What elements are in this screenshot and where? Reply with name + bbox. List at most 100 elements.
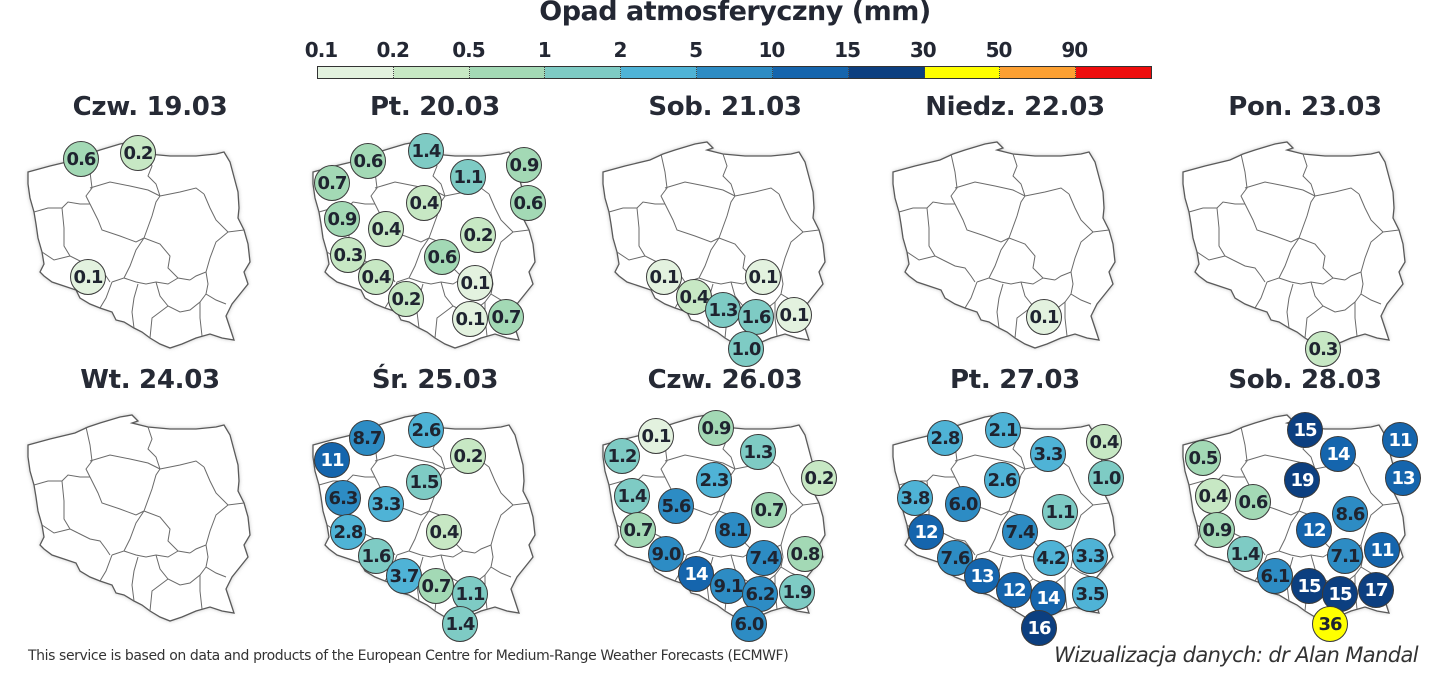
precip-value-marker: 1.4 (408, 133, 444, 169)
legend-tick-label: 2 (613, 38, 627, 62)
precip-value-marker: 12 (908, 514, 944, 550)
precip-value-marker: 0.1 (70, 259, 106, 295)
precip-value-marker: 8.6 (1332, 496, 1368, 532)
legend-color-bar (317, 66, 1152, 79)
precip-value-marker: 0.1 (452, 301, 488, 337)
precip-value-marker: 0.2 (801, 460, 837, 496)
precip-value-marker: 0.7 (488, 299, 524, 335)
precip-value-marker: 14 (1320, 436, 1356, 472)
precip-value-marker: 0.7 (418, 568, 454, 604)
precip-value-marker: 14 (678, 556, 714, 592)
precip-value-marker: 0.4 (1195, 478, 1231, 514)
precip-value-marker: 19 (1284, 462, 1320, 498)
legend-tick-label: 5 (689, 38, 703, 62)
precip-value-marker: 6.0 (945, 486, 981, 522)
precip-value-marker: 11 (1382, 422, 1418, 458)
legend-tick-label: 30 (909, 38, 937, 62)
legend-tick-label: 0.2 (376, 38, 410, 62)
precip-value-marker: 0.7 (620, 512, 656, 548)
precip-value-marker: 0.9 (1199, 512, 1235, 548)
precip-value-marker: 0.8 (787, 536, 823, 572)
poland-map (27, 414, 251, 622)
panel-date-title: Czw. 19.03 (72, 92, 228, 122)
forecast-panel: Śr. 25.03 8.7 2.6 11 0.2 1.5 6.3 3.3 2.8 0.4 1.6 3… (300, 365, 570, 642)
precip-value-marker: 0.1 (638, 418, 674, 454)
precip-value-marker: 0.9 (698, 410, 734, 446)
precip-value-marker: 0.4 (1086, 424, 1122, 460)
precip-value-marker: 6.0 (731, 606, 767, 642)
forecast-panel: Pon. 23.03 0.3 (1170, 92, 1440, 367)
precip-value-marker: 1.3 (705, 292, 741, 328)
precip-value-marker: 0.4 (358, 259, 394, 295)
legend-swatch (1076, 67, 1151, 78)
precip-value-marker: 0.9 (324, 201, 360, 237)
precip-value-marker: 0.4 (368, 211, 404, 247)
precip-value-marker: 13 (1385, 460, 1421, 496)
legend-tick-label: 1 (537, 38, 552, 62)
precip-value-marker: 3.3 (1030, 436, 1066, 472)
forecast-panel: Wt. 24.03 (15, 365, 285, 635)
precip-value-marker: 1.4 (1227, 536, 1263, 572)
precip-value-marker: 0.1 (776, 297, 812, 333)
panel-date-title: Śr. 25.03 (371, 365, 499, 395)
precip-value-marker: 0.4 (426, 514, 462, 550)
panel-date-title: Pt. 27.03 (950, 365, 1080, 395)
forecast-panel: Czw. 19.03 0.6 0.2 0.1 (15, 92, 285, 362)
precip-value-marker: 3.8 (897, 480, 933, 516)
forecast-panel: Pt. 20.03 0.6 1.4 1.1 0.9 0.7 0.4 0.6 0.9 0.4 0.2… (300, 92, 570, 362)
precip-value-marker: 1.3 (740, 434, 776, 470)
precip-value-marker: 0.2 (388, 281, 424, 317)
precip-value-marker: 6.1 (1257, 558, 1293, 594)
precip-value-marker: 12 (1296, 512, 1332, 548)
panel-date-title: Pon. 23.03 (1228, 92, 1382, 122)
panel-date-title: Sob. 28.03 (1228, 365, 1382, 395)
legend-tick-label: 50 (985, 38, 1013, 62)
precip-value-marker: 5.6 (658, 488, 694, 524)
chart-title: Opad atmosferyczny (mm) (539, 0, 931, 27)
precip-value-marker: 0.9 (506, 147, 542, 183)
precip-value-marker: 1.4 (442, 606, 478, 642)
precip-value-marker: 0.6 (63, 141, 99, 177)
precip-value-marker: 0.2 (120, 135, 156, 171)
legend-swatch (621, 67, 698, 78)
precip-value-marker: 0.6 (510, 185, 546, 221)
precip-value-marker: 0.6 (424, 239, 460, 275)
precip-value-marker: 13 (964, 558, 1000, 594)
precip-value-marker: 0.2 (450, 438, 486, 474)
precip-value-marker: 0.1 (457, 265, 493, 301)
poland-map (892, 141, 1116, 349)
legend-swatch (545, 67, 622, 78)
forecast-panel: Sob. 28.03 15 11 14 0.5 19 13 0.4 0.6 8.6 0.9 12 11… (1170, 365, 1440, 642)
poland-map (27, 141, 251, 349)
precip-value-marker: 11 (314, 442, 350, 478)
precip-value-marker: 1.1 (450, 159, 486, 195)
panel-date-title: Wt. 24.03 (80, 365, 220, 395)
precip-value-marker: 36 (1312, 606, 1348, 642)
forecast-panel: Niedz. 22.03 0.1 (880, 92, 1150, 362)
precip-value-marker: 1.6 (738, 299, 774, 335)
author-credit: Wizualizacja danych: dr Alan Mandal (1054, 643, 1418, 667)
precip-value-marker: 9.0 (648, 536, 684, 572)
legend-tick-label: 15 (834, 38, 861, 62)
precip-value-marker: 7.4 (1002, 514, 1038, 550)
precip-value-marker: 15 (1287, 412, 1323, 448)
precip-value-marker: 6.3 (325, 480, 361, 516)
precip-value-marker: 2.3 (696, 462, 732, 498)
precip-value-marker: 0.6 (350, 143, 386, 179)
precip-value-marker: 1.0 (728, 331, 764, 367)
precip-value-marker: 8.1 (715, 512, 751, 548)
legend-swatch (924, 67, 1001, 78)
poland-map (602, 141, 826, 349)
precip-value-marker: 0.3 (1305, 331, 1341, 367)
panel-date-title: Sob. 21.03 (648, 92, 802, 122)
legend-tick-label: 0.1 (304, 38, 338, 62)
precip-value-marker: 1.1 (1042, 494, 1078, 530)
precip-value-marker: 0.1 (745, 259, 781, 295)
forecast-panel: Czw. 26.03 0.1 0.9 1.2 1.3 0.2 2.3 1.4 5.6 0.7 0.… (590, 365, 860, 642)
precip-value-marker: 2.6 (408, 412, 444, 448)
precip-value-marker: 1.2 (604, 438, 640, 474)
legend-swatch (469, 67, 546, 78)
panel-date-title: Niedz. 22.03 (925, 92, 1105, 122)
precip-value-marker: 7.4 (746, 540, 782, 576)
precip-value-marker: 6.2 (742, 576, 778, 612)
